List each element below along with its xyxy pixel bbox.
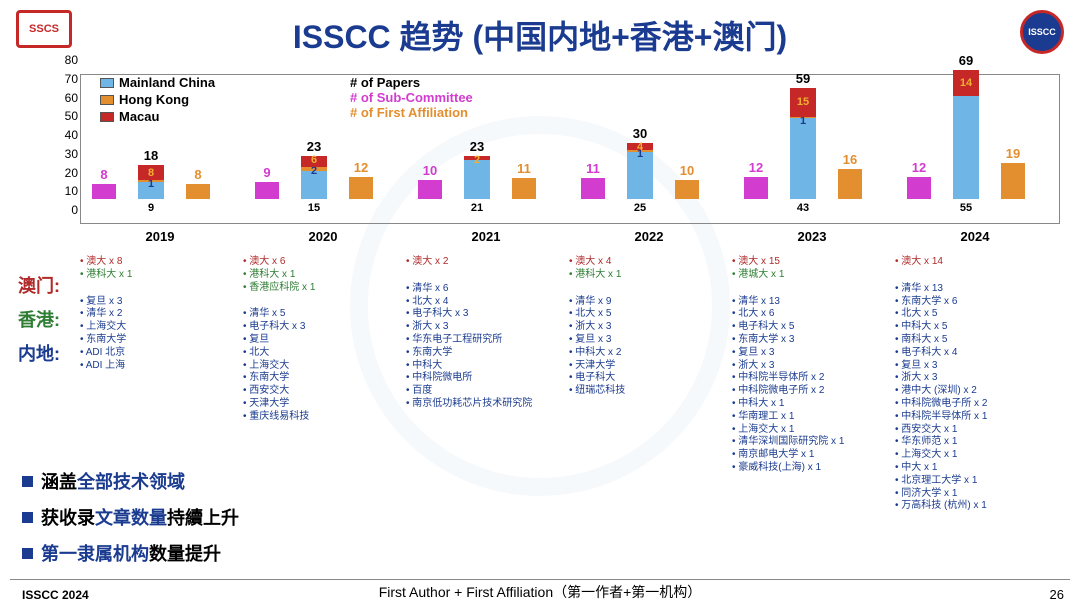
footer-center: First Author + First Affiliation（第一作者+第一… (0, 582, 1080, 602)
label-macau: 澳门: (18, 272, 60, 298)
footer-rule (10, 579, 1070, 580)
legend-series: Mainland ChinaHong KongMacau (100, 75, 215, 126)
trend-chart: 01020304050607080 8918188915262312102122… (80, 64, 1060, 249)
bars-container: 8918188915262312102122311112514301012431… (80, 74, 1060, 224)
y-axis: 01020304050607080 (52, 74, 78, 224)
summary-bullets: 涵盖全部技术领域获收录文章数量持續上升第一隶属机构数量提升 (22, 468, 239, 576)
footer-right: 26 (1050, 587, 1064, 602)
region-labels: 澳门: 香港: 内地: (18, 272, 60, 374)
legend-metrics: # of Papers# of Sub-Committee# of First … (350, 75, 473, 120)
label-mainland: 内地: (18, 340, 60, 366)
label-hk: 香港: (18, 306, 60, 332)
